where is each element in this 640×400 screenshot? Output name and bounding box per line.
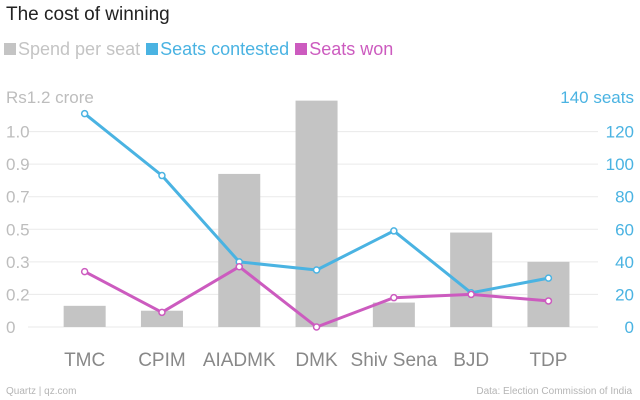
left-axis-tick-6: 1.0: [6, 123, 30, 142]
left-axis-tick-0: 0: [6, 318, 15, 337]
left-axis-label: Rs1.2 crore: [6, 88, 94, 107]
point-contested-6: [544, 274, 553, 282]
point-won-6: [544, 297, 553, 305]
point-won-5: [467, 290, 475, 299]
right-axis-tick-3: 60: [615, 220, 634, 239]
point-won-0: [80, 267, 89, 276]
legend-item-won: Seats won: [295, 39, 393, 60]
x-axis-tick-0: TMC: [64, 350, 105, 371]
legend-item-spend: Spend per seat: [4, 39, 140, 60]
x-axis-tick-4: Shiv Sena: [351, 350, 438, 371]
legend-item-contested: Seats contested: [146, 39, 289, 60]
point-won-3: [312, 323, 321, 331]
footer-source-right: Data: Election Commission of India: [476, 386, 632, 397]
bar-spend-0: [63, 305, 106, 327]
right-axis-tick-5: 100: [606, 155, 634, 174]
left-axis-tick-5: 0.9: [6, 155, 30, 174]
legend-swatch-contested: [146, 43, 159, 55]
right-axis-label: 140 seats: [560, 88, 634, 107]
left-axis-tick-2: 0.3: [6, 253, 30, 272]
point-contested-1: [158, 171, 166, 180]
right-axis-tick-6: 120: [606, 123, 634, 142]
left-axis-tick-4: 0.7: [6, 188, 30, 207]
right-axis-tick-0: 0: [625, 318, 634, 337]
point-contested-4: [390, 227, 398, 235]
right-axis-tick-2: 40: [615, 253, 634, 272]
point-won-1: [158, 308, 166, 317]
point-won-2: [235, 262, 243, 271]
bar-spend-6: [527, 261, 570, 327]
bar-spend-1: [140, 310, 183, 327]
left-axis-tick-1: 0.2: [6, 285, 30, 304]
right-axis-tick-4: 80: [615, 188, 634, 207]
bar-spend-3: [295, 100, 338, 327]
legend-swatch-won: [295, 43, 308, 55]
x-axis-tick-2: AIADMK: [203, 350, 276, 371]
point-contested-0: [80, 109, 89, 118]
legend-swatch-spend: [4, 43, 16, 55]
legend-label-contested: Seats contested: [160, 38, 290, 59]
point-won-4: [390, 293, 398, 302]
legend-label-won: Seats won: [309, 38, 394, 59]
legend-label-spend: Spend per seat: [18, 38, 141, 59]
footer-source-left: Quartz | qz.com: [6, 386, 77, 397]
right-axis-tick-1: 20: [615, 285, 634, 304]
x-axis-tick-5: BJD: [453, 350, 489, 371]
chart-title: The cost of winning: [6, 4, 170, 25]
x-axis-tick-1: CPIM: [138, 350, 186, 371]
x-axis-tick-3: DMK: [295, 350, 338, 371]
bar-spend-4: [372, 302, 415, 327]
left-axis-tick-3: 0.5: [6, 220, 30, 239]
point-contested-3: [312, 266, 321, 274]
legend: Spend per seat Seats contested Seats won: [4, 36, 393, 62]
bar-spend-2: [218, 173, 261, 327]
x-axis-tick-6: TDP: [529, 350, 567, 371]
